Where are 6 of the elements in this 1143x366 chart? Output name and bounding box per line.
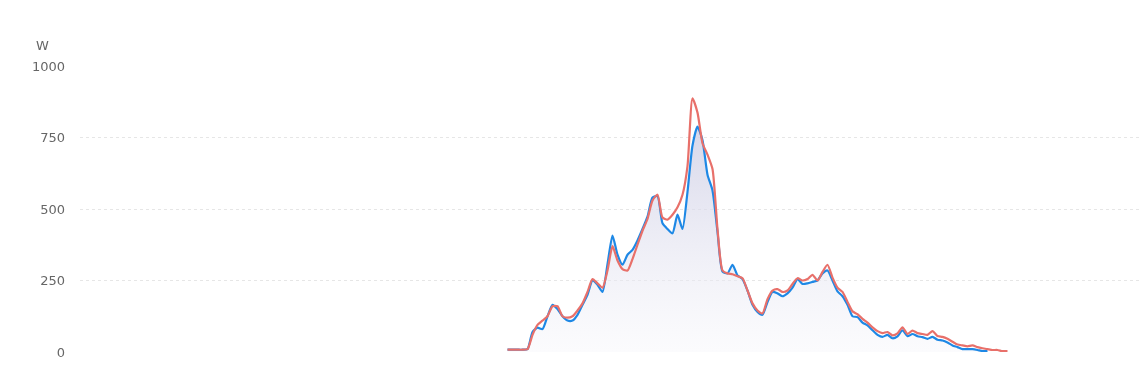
y-tick-label: 250 xyxy=(40,273,65,289)
y-tick-label: 500 xyxy=(40,201,65,217)
y-tick-label: 0 xyxy=(56,344,65,360)
y-tick-label: 1000 xyxy=(31,58,65,74)
y-axis-title: W xyxy=(36,38,49,53)
y-tick-label: 750 xyxy=(40,130,65,146)
